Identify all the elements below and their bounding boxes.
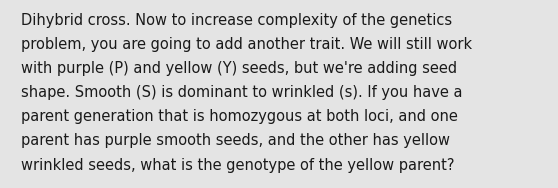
Text: parent generation that is homozygous at both loci, and one: parent generation that is homozygous at … <box>21 109 458 124</box>
Text: parent has purple smooth seeds, and the other has yellow: parent has purple smooth seeds, and the … <box>21 133 450 149</box>
Text: with purple (P) and yellow (Y) seeds, but we're adding seed: with purple (P) and yellow (Y) seeds, bu… <box>21 61 458 76</box>
Text: shape. Smooth (S) is dominant to wrinkled (s). If you have a: shape. Smooth (S) is dominant to wrinkle… <box>21 85 463 100</box>
Text: wrinkled seeds, what is the genotype of the yellow parent?: wrinkled seeds, what is the genotype of … <box>21 158 455 173</box>
Text: problem, you are going to add another trait. We will still work: problem, you are going to add another tr… <box>21 37 472 52</box>
Text: Dihybrid cross. Now to increase complexity of the genetics: Dihybrid cross. Now to increase complexi… <box>21 13 453 28</box>
